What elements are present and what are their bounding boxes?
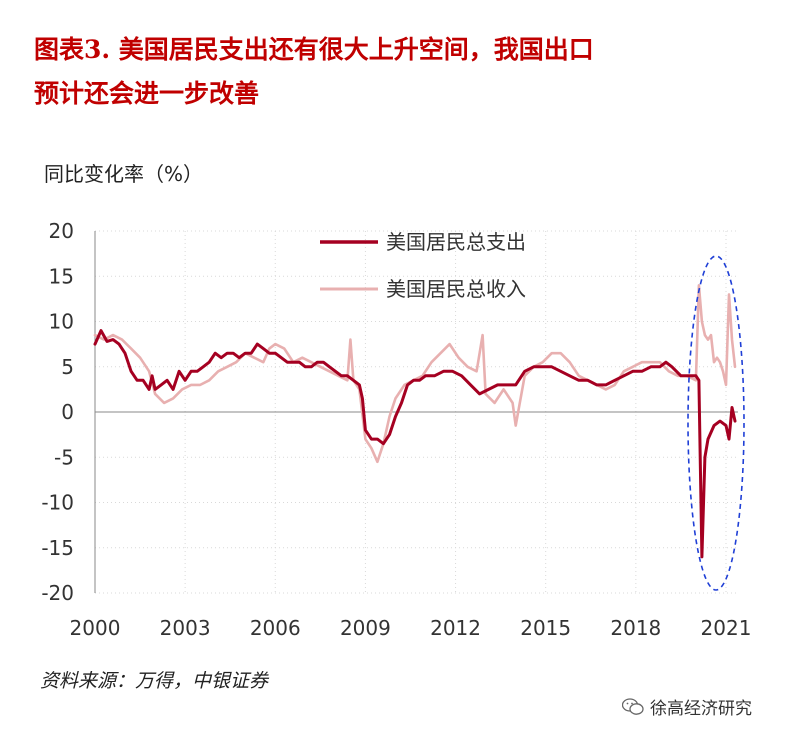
series-layer	[93, 283, 737, 559]
y-tick-label: -10	[41, 491, 74, 515]
y-tick-label: 15	[49, 264, 74, 288]
x-tick-label: 2015	[520, 616, 571, 640]
watermark-text: 徐高经济研究	[650, 699, 752, 719]
x-tick-label: 2018	[610, 616, 661, 640]
x-tick-label: 2012	[430, 616, 481, 640]
chart-title-line1: 图表3. 美国居民支出还有很大上升空间，我国出口	[34, 35, 594, 64]
wechat-icon	[622, 697, 644, 715]
chart-title: 图表3. 美国居民支出还有很大上升空间，我国出口 预计还会进一步改善	[34, 28, 774, 116]
source-note: 资料来源：万得，中银证券	[40, 670, 269, 692]
y-tick-label: 20	[49, 219, 74, 243]
highlight-ellipse	[687, 255, 745, 591]
chart-title-line2: 预计还会进一步改善	[34, 79, 260, 108]
x-tick-label: 2009	[340, 616, 391, 640]
legend-label: 美国居民总支出	[386, 230, 526, 254]
y-tick-label: 0	[61, 400, 74, 424]
y-tick-label: -5	[54, 445, 74, 469]
y-unit-label: 同比变化率（%）	[44, 162, 204, 186]
legend-label: 美国居民总收入	[386, 277, 526, 301]
y-tick-label: 10	[49, 310, 74, 334]
y-tick-label: -20	[41, 581, 74, 605]
x-tick-label: 2006	[250, 616, 301, 640]
x-tick-label: 2021	[701, 616, 752, 640]
y-tick-label: 5	[61, 355, 74, 379]
x-tick-label: 2000	[70, 616, 121, 640]
annotation-layer	[687, 255, 745, 591]
watermark: 徐高经济研究	[622, 694, 752, 719]
y-tick-label: -15	[41, 536, 74, 560]
x-tick-label: 2003	[160, 616, 211, 640]
series-line-spending	[93, 329, 737, 559]
